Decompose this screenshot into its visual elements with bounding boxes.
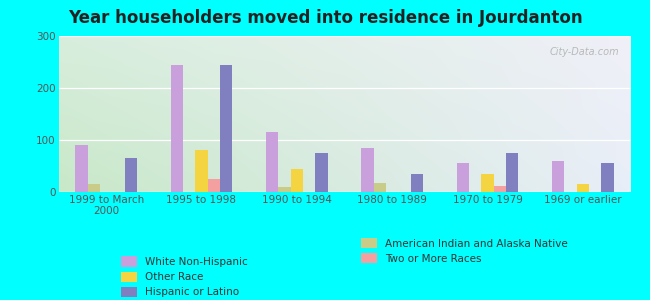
- Bar: [266, 132, 278, 192]
- Bar: [170, 64, 183, 192]
- Bar: [411, 174, 423, 192]
- Bar: [278, 187, 291, 192]
- Bar: [220, 64, 233, 192]
- Bar: [506, 153, 519, 192]
- Bar: [361, 148, 374, 192]
- Bar: [315, 153, 328, 192]
- Bar: [195, 150, 208, 192]
- Legend: American Indian and Alaska Native, Two or More Races: American Indian and Alaska Native, Two o…: [361, 238, 568, 264]
- Text: Year householders moved into residence in Jourdanton: Year householders moved into residence i…: [68, 9, 582, 27]
- Bar: [481, 174, 494, 192]
- Bar: [374, 183, 386, 192]
- Text: City-Data.com: City-Data.com: [549, 47, 619, 57]
- Bar: [601, 164, 614, 192]
- Bar: [208, 179, 220, 192]
- Bar: [88, 184, 100, 192]
- Bar: [494, 186, 506, 192]
- Bar: [125, 158, 137, 192]
- Bar: [577, 184, 589, 192]
- Bar: [456, 164, 469, 192]
- Bar: [291, 169, 303, 192]
- Bar: [75, 145, 88, 192]
- Bar: [552, 161, 564, 192]
